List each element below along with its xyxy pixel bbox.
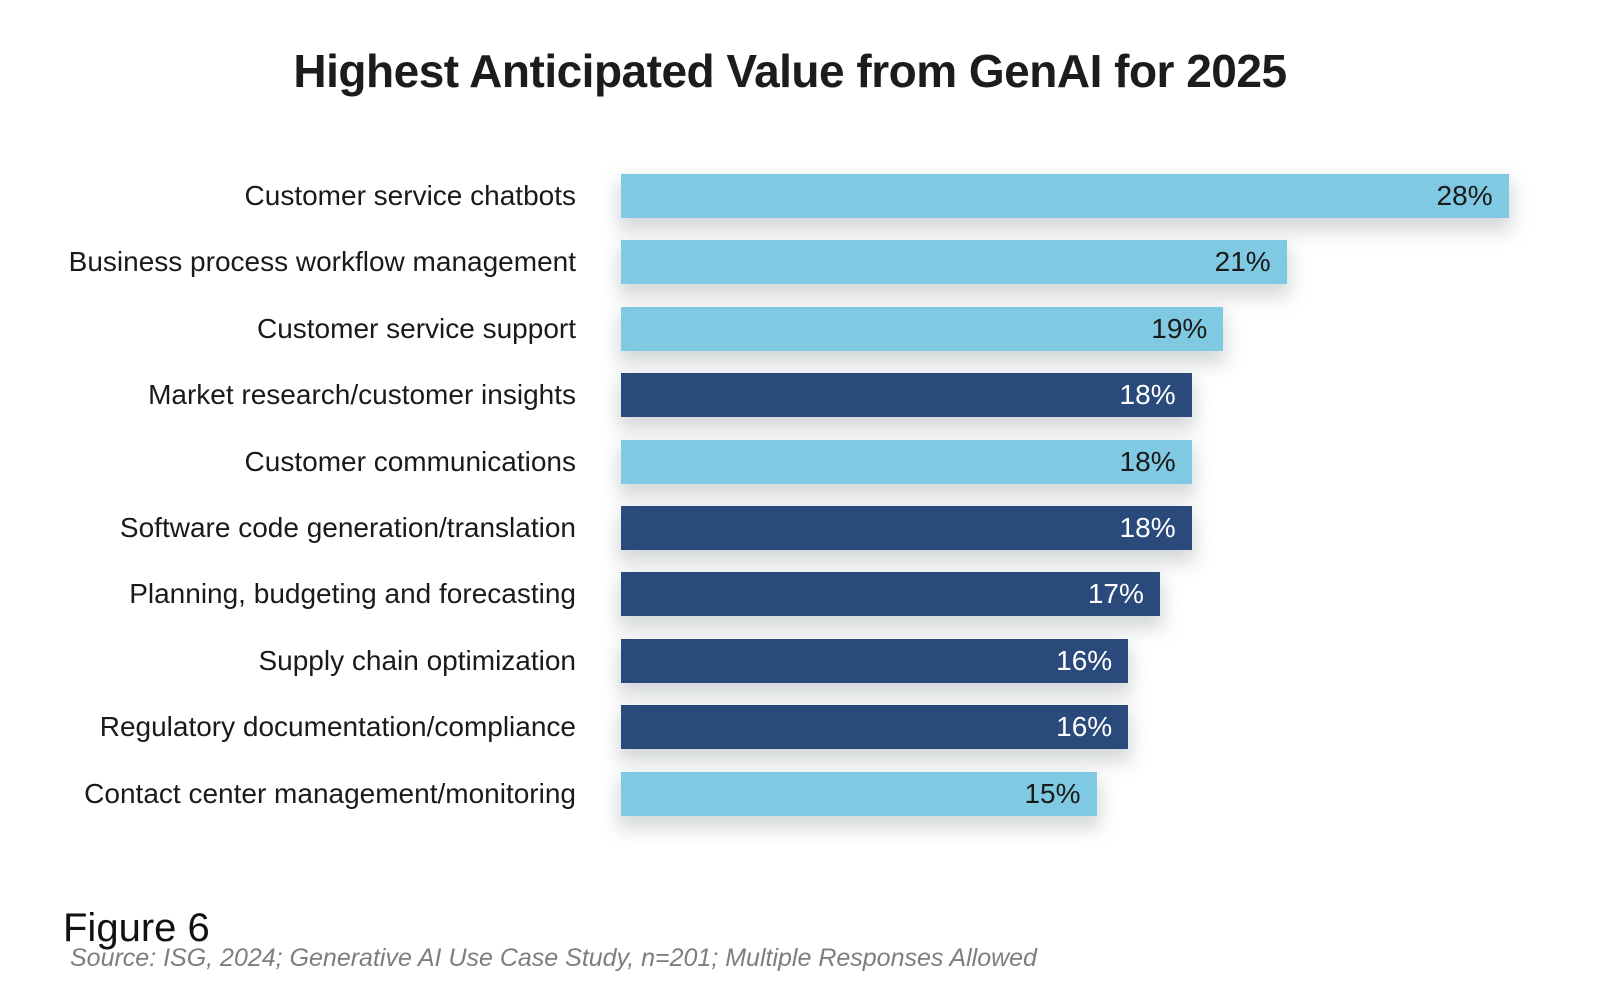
bar-row: Planning, budgeting and forecasting 17% xyxy=(0,572,1601,617)
value-label: 16% xyxy=(1056,711,1113,743)
bar: 28% xyxy=(621,174,1509,218)
category-label: Business process workflow management xyxy=(68,246,576,278)
chart-title: Highest Anticipated Value from GenAI for… xyxy=(293,45,1287,97)
value-label: 21% xyxy=(1214,246,1271,278)
bar-row: Customer service chatbots 28% xyxy=(0,174,1601,218)
bar-row: Software code generation/translation 18% xyxy=(0,505,1601,550)
bar-row: Regulatory documentation/compliance 16% xyxy=(0,705,1601,750)
bar: 18% xyxy=(621,373,1192,418)
bar: 16% xyxy=(621,638,1129,683)
bar: 18% xyxy=(621,439,1192,484)
value-label: 18% xyxy=(1119,511,1176,543)
bar: 18% xyxy=(621,505,1192,550)
category-label: Market research/customer insights xyxy=(148,379,576,411)
bar-row: Contact center management/monitoring 15% xyxy=(0,771,1601,816)
category-label: Contact center management/monitoring xyxy=(84,777,576,809)
bar-row: Supply chain optimization 16% xyxy=(0,638,1601,683)
value-label: 18% xyxy=(1119,445,1176,477)
category-label: Customer communications xyxy=(244,445,576,477)
category-label: Customer service chatbots xyxy=(244,180,576,211)
category-label: Customer service support xyxy=(256,312,576,344)
category-label: Supply chain optimization xyxy=(258,644,576,676)
category-label: Software code generation/translation xyxy=(119,511,576,543)
bar-row: Customer service support 19% xyxy=(0,306,1601,351)
bar-row: Customer communications 18% xyxy=(0,439,1601,484)
value-label: 17% xyxy=(1087,578,1144,610)
figure-label: Figure 6 xyxy=(63,906,210,950)
value-label: 19% xyxy=(1151,312,1208,344)
bar: 15% xyxy=(621,771,1097,816)
value-label: 18% xyxy=(1119,379,1176,411)
value-label: 15% xyxy=(1024,777,1081,809)
category-label: Planning, budgeting and forecasting xyxy=(129,578,576,610)
bar: 19% xyxy=(621,306,1224,351)
source-note: Source: ISG, 2024; Generative AI Use Cas… xyxy=(70,944,1037,972)
value-label: 28% xyxy=(1436,180,1493,211)
category-label: Regulatory documentation/compliance xyxy=(99,711,576,743)
bar-row: Business process workflow management 21% xyxy=(0,240,1601,285)
value-label: 16% xyxy=(1056,644,1113,676)
bar: 21% xyxy=(621,240,1287,285)
bar: 16% xyxy=(621,705,1129,750)
bar-row: Market research/customer insights 18% xyxy=(0,373,1601,418)
bar-chart: Customer service chatbots 28% Business pro… xyxy=(0,174,1601,838)
bar: 17% xyxy=(621,572,1160,617)
